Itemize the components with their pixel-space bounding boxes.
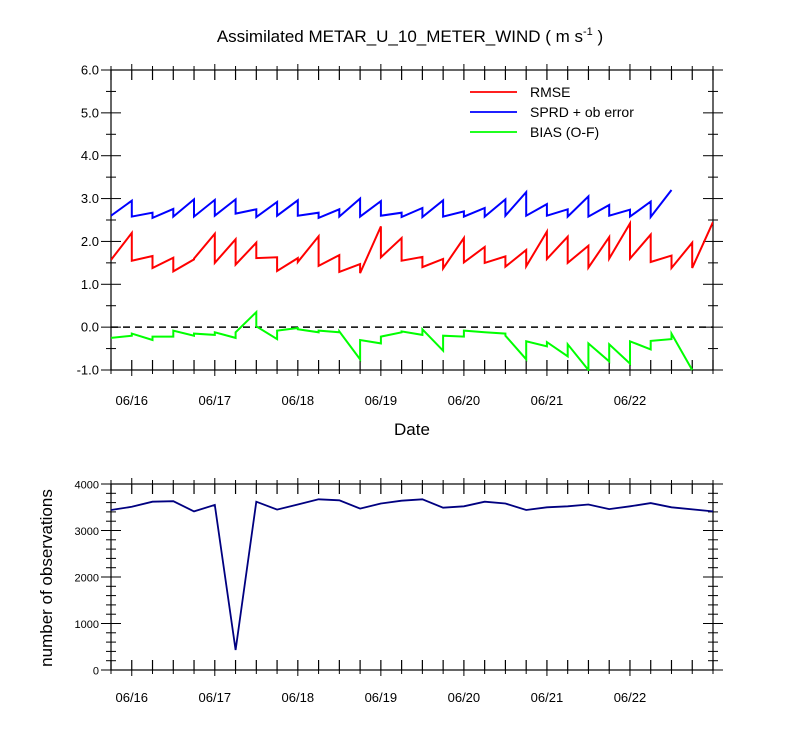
top-y-tick-label: 1.0 [81,277,99,292]
chart-title-superscript: -1 [583,26,593,38]
top-y-tick-label: -1.0 [77,363,99,378]
top-legend-label: RMSE [530,84,570,100]
chart-title: Assimilated METAR_U_10_METER_WIND ( m s-… [217,26,603,46]
top-x-tick-label: 06/17 [199,393,232,408]
chart-title-text: Assimilated METAR_U_10_METER_WIND ( m s [217,27,583,46]
bottom-y-tick-label: 4000 [75,480,99,492]
bottom-y-tick-label: 0 [93,666,99,678]
top-y-tick-label: 6.0 [81,63,99,78]
top-y-tick-label: 5.0 [81,105,99,120]
bottom-series-observations [111,498,713,651]
bottom-x-tick-label: 06/20 [448,690,481,705]
top-legend-label: SPRD + ob error [530,104,634,120]
bottom-x-tick-label: 06/19 [365,690,398,705]
top-y-tick-label: 2.0 [81,234,99,249]
bottom-y-tick-label: 1000 [75,619,99,631]
top-y-tick-label: 0.0 [81,320,99,335]
top-x-tick-label: 06/22 [614,393,647,408]
bottom-y-tick-label: 3000 [75,526,99,538]
top-x-tick-label: 06/16 [115,393,148,408]
bottom-x-tick-label: 06/17 [199,690,232,705]
observations-panel: 06/16 06/17 06/18 06/19 06/20 06/21 06/22 0 1000… [75,478,723,705]
top-x-tick-label: 06/19 [365,393,398,408]
top-series-sprd-ob-error [111,189,673,220]
bottom-y-tick-label: 2000 [75,573,99,585]
top-x-tick-label: 06/20 [448,393,481,408]
bottom-x-tick-label: 06/16 [115,690,148,705]
bottom-y-axis-label: number of observations [37,489,56,667]
top-legend-label: BIAS (O-F) [530,124,599,140]
top-x-tick-label: 06/21 [531,393,564,408]
rmse-panel: 06/16 06/17 06/18 06/19 06/20 06/21 06/22 -1.0 0… [77,63,723,408]
top-x-axis-label: Date [394,420,430,439]
top-y-tick-label: 3.0 [81,191,99,206]
bottom-x-tick-label: 06/22 [614,690,647,705]
top-y-tick-label: 4.0 [81,148,99,163]
bottom-x-tick-label: 06/18 [282,690,315,705]
chart-title-close: ) [593,27,603,46]
bottom-plot-frame [110,483,714,671]
top-x-tick-label: 06/18 [282,393,315,408]
bottom-x-tick-label: 06/21 [531,690,564,705]
top-series-rmse [111,219,713,274]
top-series-bias-o-f [111,309,694,371]
